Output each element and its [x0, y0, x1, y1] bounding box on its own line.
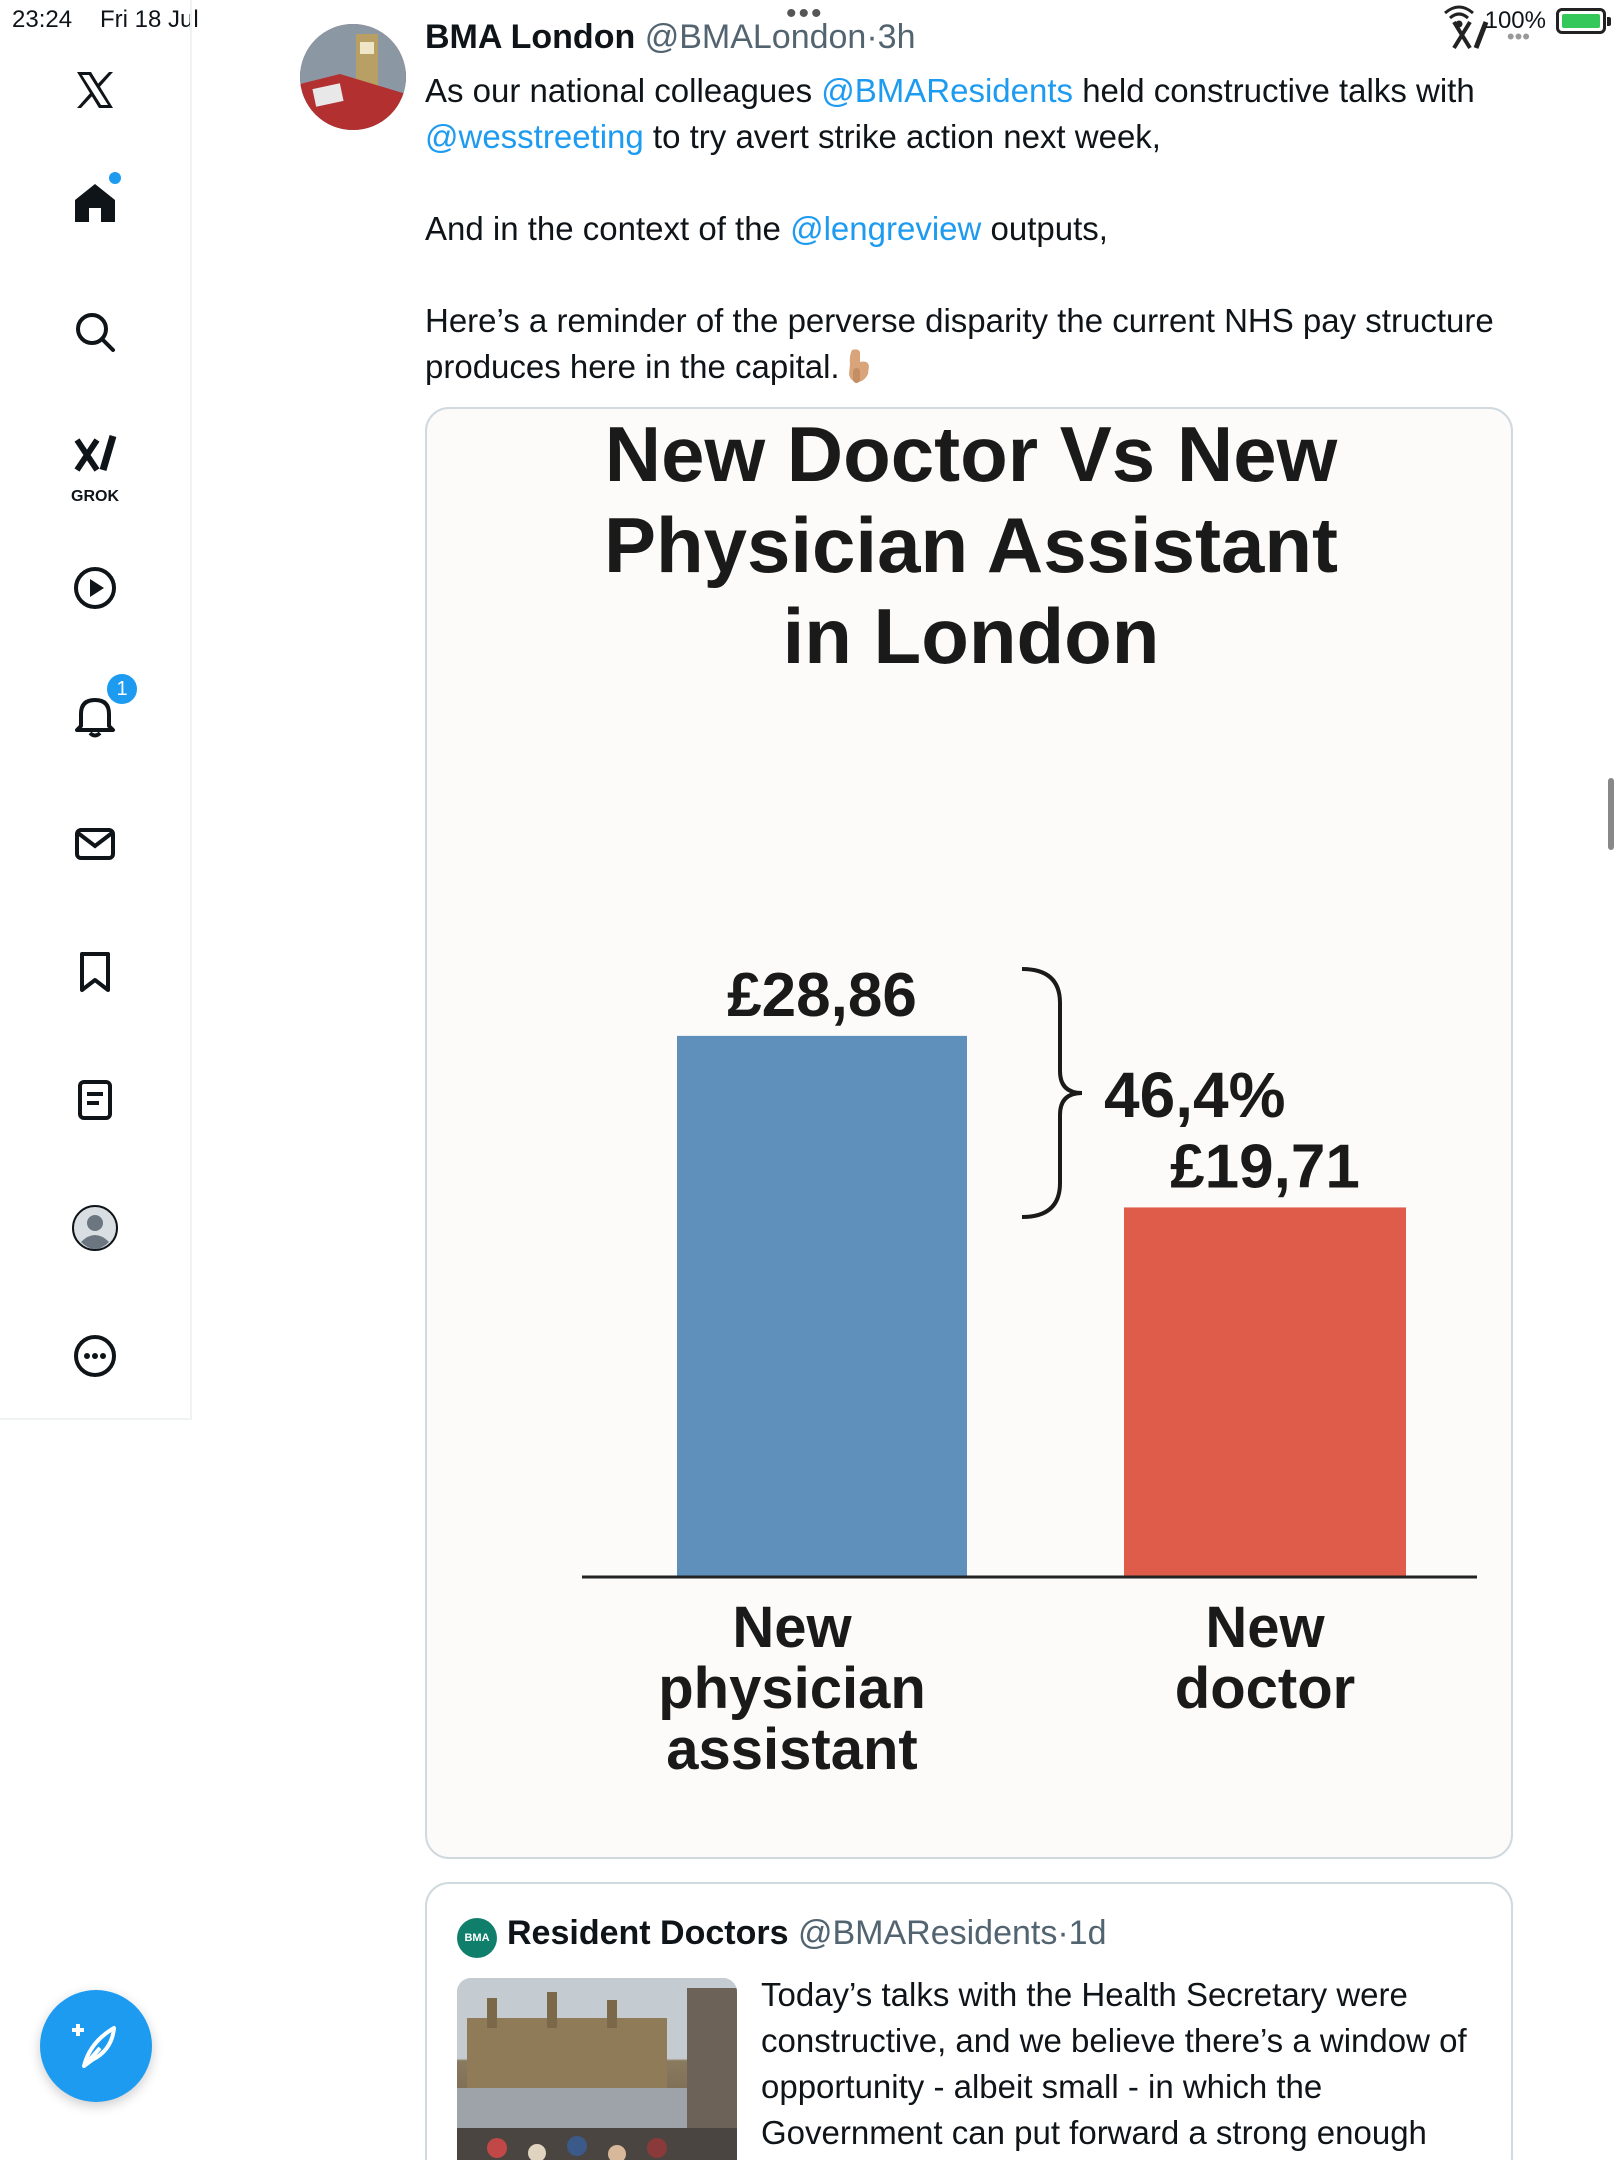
sidebar-item-grok[interactable]: GROK	[65, 424, 125, 505]
quote-thumbnail-image[interactable]	[457, 1978, 737, 2160]
tweet-text: As our national colleagues @BMAResidents…	[425, 68, 1525, 390]
chart-title: New Doctor Vs New Physician Assistant in…	[603, 410, 1339, 680]
bar-value-label-0: £28,86	[727, 961, 917, 1030]
difference-brace	[1021, 967, 1083, 1219]
more-dots-icon: •••	[1506, 24, 1530, 49]
tweet-media-image[interactable]: New Doctor Vs New Physician Assistant in…	[425, 407, 1513, 1859]
category-label-physician-assistant: New physician assistant	[658, 1595, 926, 1782]
text-segment: And in the context of the	[425, 210, 791, 247]
x-logo-icon[interactable]	[65, 60, 125, 120]
sidebar-item-more[interactable]	[65, 1326, 125, 1386]
grok-icon	[74, 435, 117, 472]
search-icon	[76, 313, 115, 352]
sidebar-item-bookmarks[interactable]	[65, 942, 125, 1002]
quoted-tweet[interactable]: BMA Resident Doctors @BMAResidents·1d To…	[425, 1882, 1513, 2160]
more-circle-icon	[74, 1335, 116, 1377]
status-right: 100%	[1443, 4, 1611, 37]
scrollbar[interactable]	[1608, 778, 1614, 850]
sidebar-item-video[interactable]	[65, 558, 125, 618]
sidebar-item-lists[interactable]	[65, 1070, 125, 1130]
status-bar: 23:24 Fri 18 Jul ••• ••• 100%	[0, 0, 1620, 50]
mention-wesstreeting[interactable]: @wesstreeting	[425, 118, 644, 155]
status-time: 23:24	[12, 6, 73, 33]
difference-label: 46,4%	[1104, 1059, 1285, 1131]
multitasking-dots-icon[interactable]: •••	[786, 0, 824, 30]
text-segment: to try avert strike action next week,	[643, 118, 1161, 155]
quote-author-avatar[interactable]: BMA	[457, 1918, 497, 1958]
text-segment: outputs,	[981, 210, 1108, 247]
mention-lengreview[interactable]: @lengreview	[790, 210, 982, 247]
author-name[interactable]: BMA London	[425, 18, 636, 56]
tweet-time[interactable]: 3h	[877, 18, 916, 56]
text-segment: held constructive talks with	[1073, 72, 1475, 109]
tweet-header: BMA London @BMALondon·3h	[425, 18, 916, 57]
battery-fill	[1562, 13, 1600, 28]
separator: ·	[866, 18, 878, 56]
home-icon	[75, 184, 115, 222]
sidebar: GROK 1	[0, 0, 192, 1420]
home-notification-dot	[109, 172, 121, 184]
compose-post-button[interactable]	[40, 1990, 152, 2102]
category-label-new-doctor: New doctor	[1174, 1595, 1356, 1721]
quote-header: Resident Doctors @BMAResidents·1d	[507, 1914, 1107, 1953]
status-date: Fri 18 Jul	[100, 6, 199, 33]
battery-percent: 100%	[1484, 6, 1546, 34]
list-icon	[78, 1080, 112, 1120]
bar-0	[677, 1035, 967, 1577]
tweet-paragraph-1: As our national colleagues @BMAResidents…	[425, 68, 1525, 160]
text-segment: As our national colleagues	[425, 72, 822, 109]
sidebar-item-home[interactable]	[65, 172, 125, 232]
quote-author-handle[interactable]: @BMAResidents	[797, 1914, 1058, 1952]
battery-icon	[1556, 7, 1611, 34]
tweet-paragraph-3: Here’s a reminder of the perverse dispar…	[425, 298, 1525, 390]
bell-icon	[75, 698, 115, 738]
wifi-icon	[1443, 4, 1475, 37]
bar-1	[1124, 1207, 1406, 1577]
bookmark-icon	[80, 952, 110, 992]
text-segment: Here’s a reminder of the perverse dispar…	[425, 302, 1494, 385]
mail-icon	[75, 828, 115, 860]
sidebar-item-search[interactable]	[65, 302, 125, 362]
quote-text: Today’s talks with the Health Secretary …	[761, 1976, 1467, 2151]
pointing-down-emoji-icon	[844, 348, 872, 384]
profile-avatar-icon	[72, 1205, 118, 1251]
author-avatar[interactable]	[300, 24, 406, 130]
tweet-paragraph-2: And in the context of the @lengreview ou…	[425, 206, 1525, 252]
sidebar-item-profile[interactable]	[65, 1198, 125, 1258]
compose-feather-icon	[72, 2024, 116, 2068]
bar-value-label-1: £19,71	[1170, 1132, 1360, 1201]
grok-label: GROK	[71, 488, 119, 505]
quote-author-name[interactable]: Resident Doctors	[507, 1914, 789, 1952]
mention-bmaresidents[interactable]: @BMAResidents	[821, 72, 1074, 109]
author-handle[interactable]: @BMALondon	[644, 18, 867, 56]
notification-badge: 1	[105, 672, 139, 706]
sidebar-item-notifications[interactable]: 1	[65, 672, 139, 746]
sidebar-item-messages[interactable]	[65, 814, 125, 874]
play-icon	[74, 567, 116, 609]
quote-separator: ·	[1057, 1914, 1069, 1952]
quote-time[interactable]: 1d	[1068, 1914, 1107, 1952]
